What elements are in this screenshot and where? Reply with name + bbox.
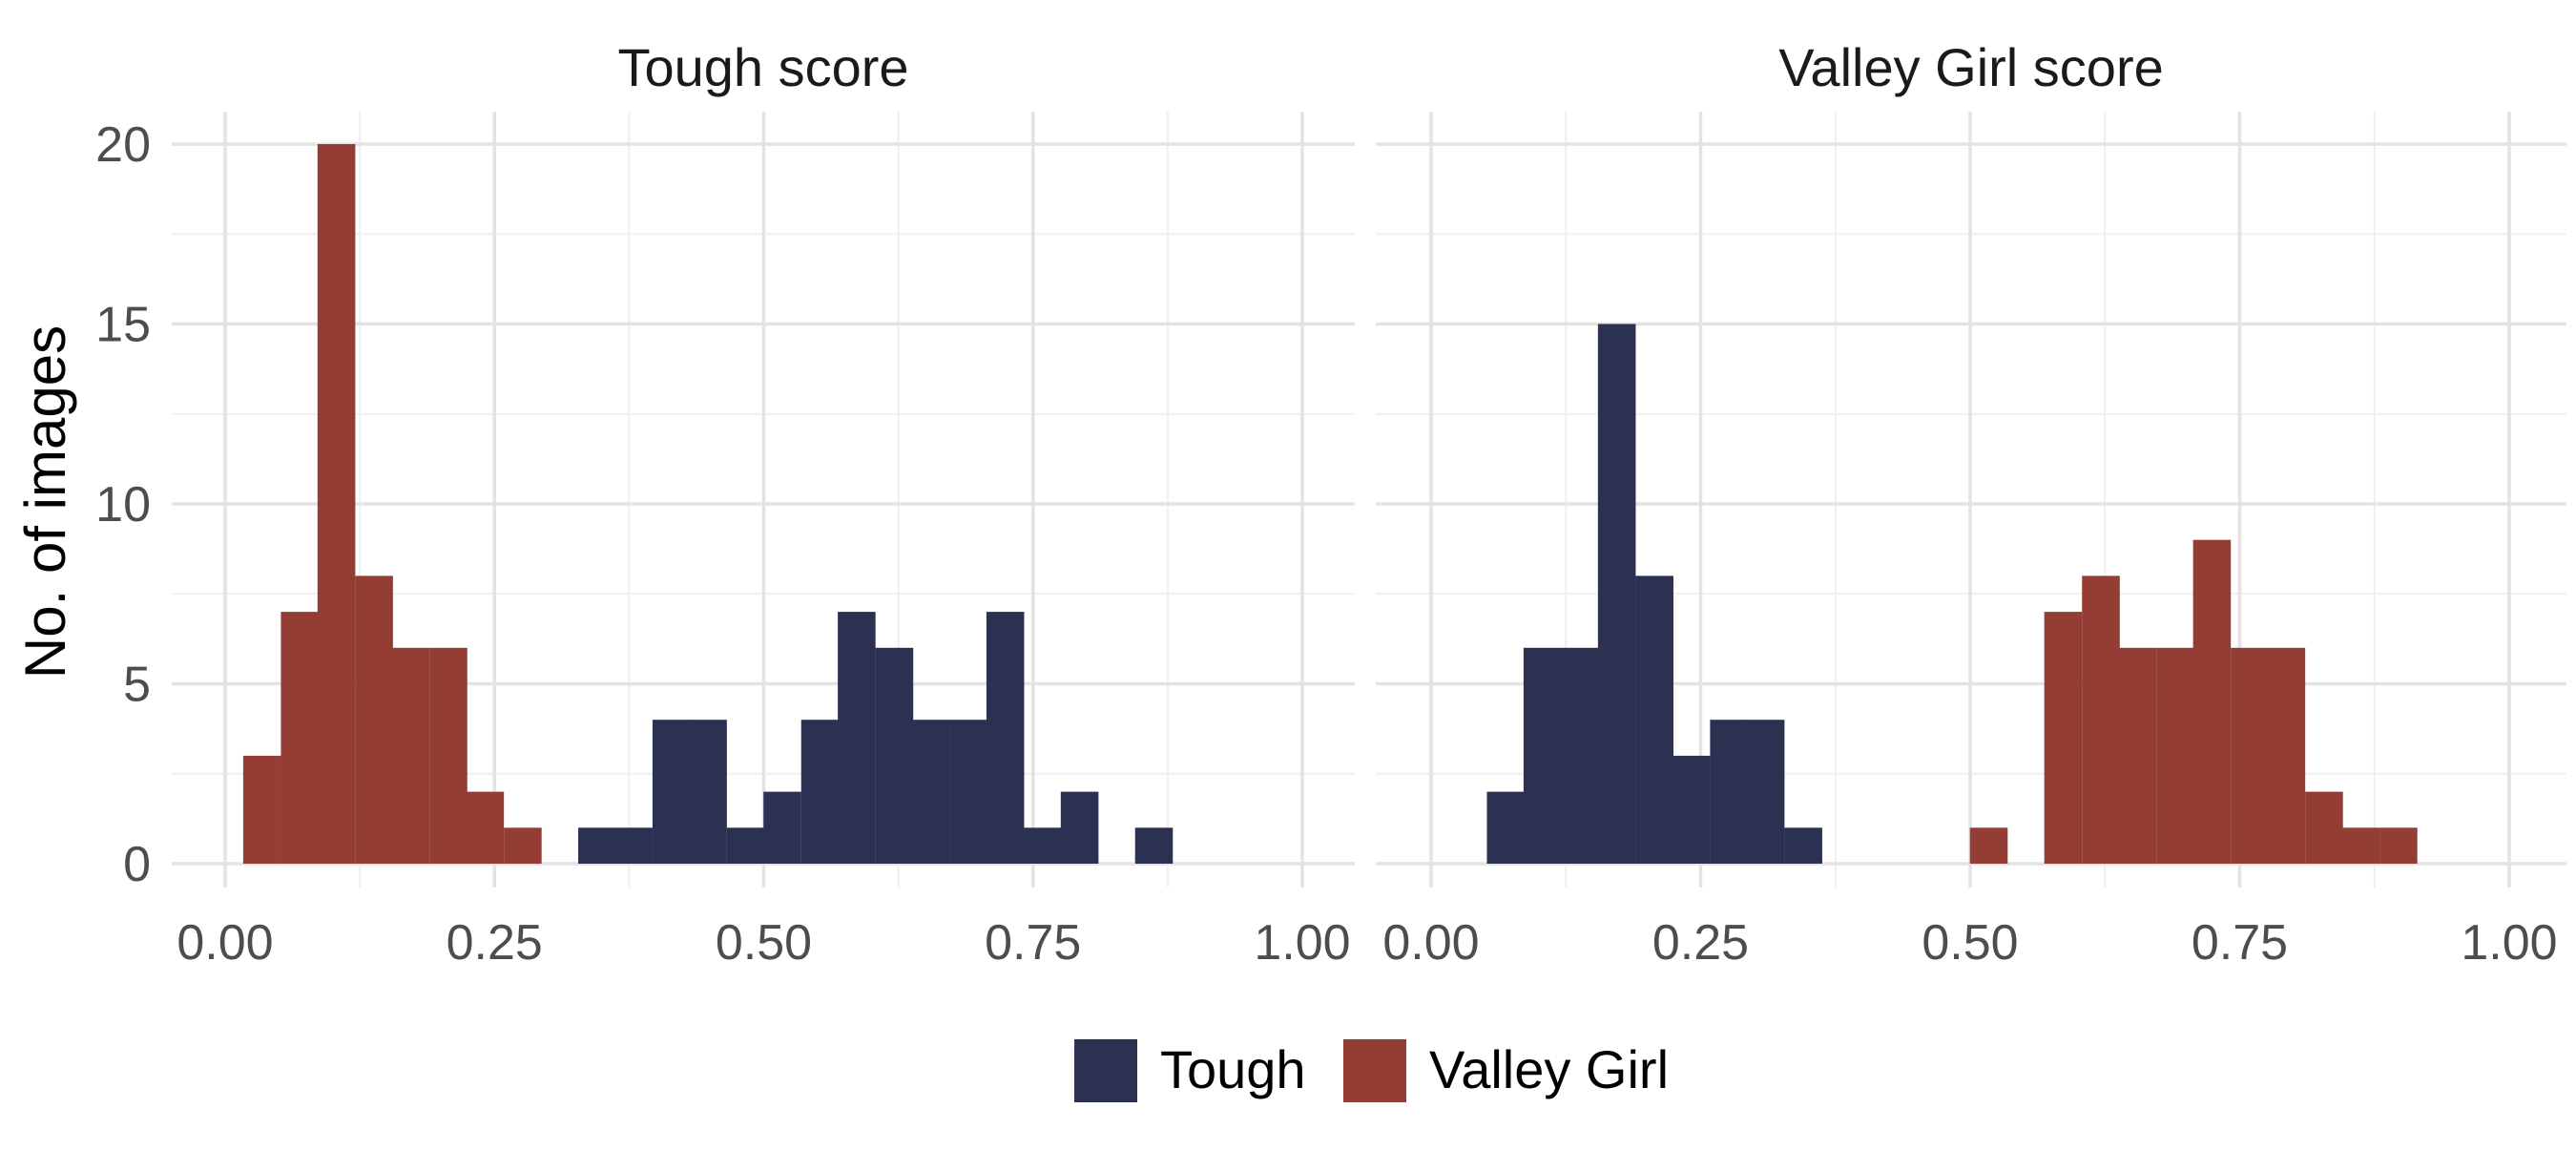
x-tick-label: 0.75 bbox=[2192, 915, 2288, 971]
histogram-bar bbox=[1135, 827, 1174, 864]
histogram-bar bbox=[578, 827, 616, 864]
histogram-bar bbox=[950, 720, 988, 864]
x-tick-label: 0.25 bbox=[1652, 915, 1749, 971]
histogram-bar bbox=[876, 648, 914, 864]
histogram-bar bbox=[727, 827, 765, 864]
legend-item: Tough bbox=[1074, 1039, 1306, 1102]
legend-label: Valley Girl bbox=[1429, 1039, 1669, 1099]
histogram-bar bbox=[1672, 756, 1711, 864]
histogram-bar bbox=[2193, 540, 2232, 864]
y-tick-label: 0 bbox=[123, 837, 151, 892]
histogram-bar bbox=[467, 792, 505, 864]
histogram-bar bbox=[1970, 827, 2008, 864]
histogram-bar bbox=[2379, 827, 2418, 864]
histogram-bar bbox=[1524, 648, 1562, 864]
y-tick-label: 15 bbox=[95, 298, 151, 353]
histogram-bar bbox=[1561, 648, 1599, 864]
x-tick-label: 0.50 bbox=[716, 915, 812, 971]
x-tick-label: 0.50 bbox=[1922, 915, 2018, 971]
histogram-bar bbox=[243, 756, 281, 864]
histogram-bar bbox=[987, 612, 1025, 864]
histogram-bar bbox=[1486, 792, 1525, 864]
x-tick-label: 0.00 bbox=[1382, 915, 1479, 971]
histogram-bar bbox=[280, 612, 319, 864]
histogram-bar bbox=[614, 827, 653, 864]
legend: Tough Valley Girl bbox=[1074, 1039, 1669, 1102]
histogram-bar bbox=[2045, 612, 2083, 864]
histogram-bar bbox=[2305, 792, 2343, 864]
histogram-bar bbox=[1061, 792, 1099, 864]
histogram-bar bbox=[1024, 827, 1062, 864]
histogram-bar bbox=[838, 612, 876, 864]
histogram-bar bbox=[801, 720, 840, 864]
legend-key bbox=[1343, 1039, 1406, 1102]
legend-label: Tough bbox=[1160, 1039, 1306, 1099]
y-tick-label: 10 bbox=[95, 477, 151, 533]
histogram-bar bbox=[504, 827, 542, 864]
legend-item: Valley Girl bbox=[1343, 1039, 1669, 1102]
histogram-bar bbox=[355, 575, 393, 864]
histogram-bar bbox=[2268, 648, 2306, 864]
x-tick-label: 0.75 bbox=[985, 915, 1081, 971]
histogram-bar bbox=[1710, 720, 1748, 864]
panel-1: 0.00 0.25 0.50 0.75 1.00 Tough score bbox=[172, 37, 1355, 971]
y-tick-label: 20 bbox=[95, 117, 151, 173]
histogram-bar bbox=[429, 648, 467, 864]
histogram-bar bbox=[392, 648, 430, 864]
histogram-bar bbox=[2082, 575, 2120, 864]
histogram-bar bbox=[1784, 827, 1822, 864]
histogram-bar bbox=[1747, 720, 1785, 864]
x-tick-label: 1.00 bbox=[1254, 915, 1350, 971]
panel-title: Valley Girl score bbox=[1778, 37, 2164, 97]
histogram-bar bbox=[318, 144, 356, 864]
x-tick-label: 0.00 bbox=[177, 915, 273, 971]
histogram-bar bbox=[1635, 575, 1673, 864]
histogram-bar bbox=[2231, 648, 2269, 864]
x-tick-label: 1.00 bbox=[2461, 915, 2557, 971]
histogram-bar bbox=[2119, 648, 2157, 864]
panel-2: 0.00 0.25 0.50 0.75 1.00 Valley Girl score bbox=[1376, 37, 2566, 971]
histogram-bar bbox=[653, 720, 691, 864]
histogram-bar bbox=[763, 792, 801, 864]
histogram-bar bbox=[2342, 827, 2380, 864]
histogram-bar bbox=[2156, 648, 2194, 864]
x-tick-label: 0.25 bbox=[447, 915, 543, 971]
y-axis: 0 5 10 15 20 bbox=[95, 117, 151, 892]
y-axis-title: No. of images bbox=[13, 325, 77, 679]
histogram-bar bbox=[912, 720, 950, 864]
panel-title: Tough score bbox=[617, 37, 908, 97]
histogram-bar bbox=[1598, 324, 1636, 865]
histogram-bar bbox=[689, 720, 727, 864]
legend-key bbox=[1074, 1039, 1137, 1102]
y-tick-label: 5 bbox=[123, 658, 151, 713]
